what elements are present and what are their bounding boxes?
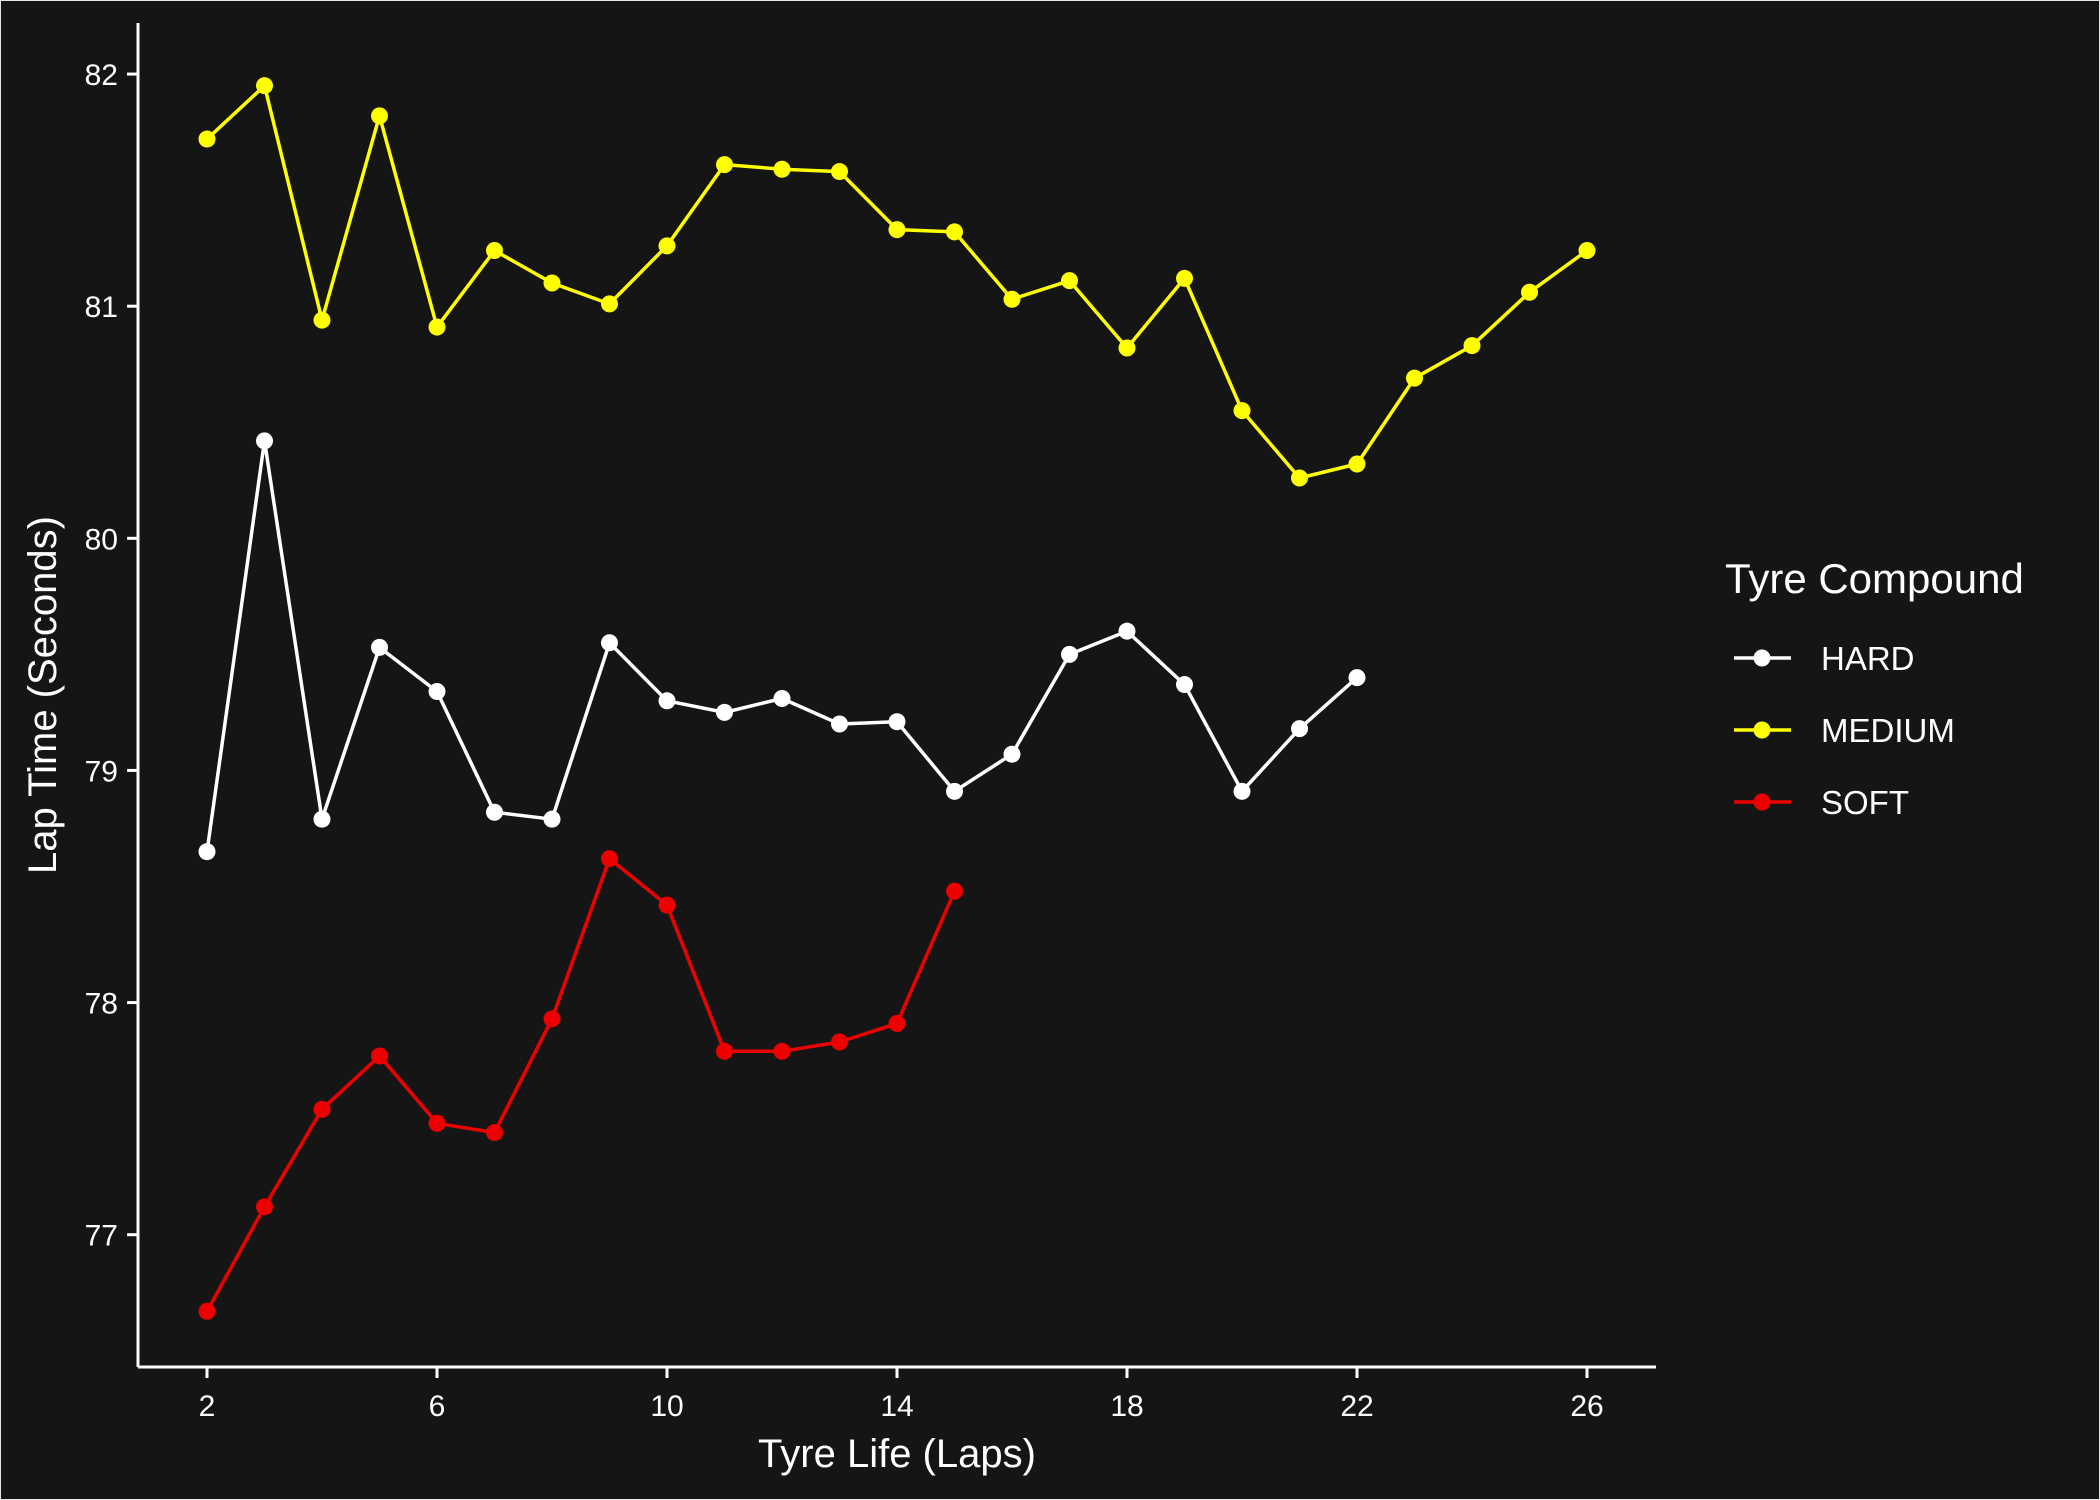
data-point-hard (1291, 720, 1308, 738)
data-point-hard (1003, 745, 1021, 763)
data-point-soft (198, 1302, 216, 1320)
data-point-soft (313, 1100, 331, 1118)
data-point-medium (831, 163, 848, 181)
series-layer (198, 77, 1596, 1320)
data-point-hard (831, 715, 848, 733)
data-point-soft (773, 1042, 791, 1060)
data-point-soft (428, 1114, 446, 1132)
data-point-hard (313, 810, 331, 828)
x-tick-label: 18 (1110, 1390, 1143, 1423)
data-point-medium (658, 237, 676, 255)
data-point-hard (1118, 622, 1136, 640)
x-axis-title: Tyre Life (Laps) (758, 1432, 1036, 1476)
y-tick-label: 78 (85, 988, 118, 1021)
data-point-soft (371, 1047, 388, 1065)
data-point-medium (198, 130, 216, 148)
data-point-hard (428, 683, 446, 701)
data-point-medium (1233, 402, 1251, 420)
data-point-hard (486, 803, 503, 821)
x-tick-label: 14 (880, 1390, 913, 1423)
data-point-soft (946, 882, 963, 900)
data-point-hard (773, 689, 791, 707)
data-point-hard (371, 638, 388, 656)
data-point-hard (1233, 782, 1251, 800)
data-point-soft (716, 1042, 733, 1060)
series-medium (198, 77, 1596, 487)
series-hard (198, 432, 1366, 861)
y-tick-label: 77 (85, 1220, 118, 1253)
x-tick-label: 6 (429, 1390, 446, 1423)
x-tick-label: 10 (650, 1390, 683, 1423)
data-point-medium (888, 221, 906, 239)
data-point-hard (543, 810, 561, 828)
legend-label-hard: HARD (1821, 640, 1915, 677)
data-point-hard (1348, 669, 1366, 687)
data-point-hard (256, 432, 273, 450)
legend-marker-hard (1753, 649, 1771, 667)
data-point-medium (1003, 290, 1021, 308)
data-point-hard (888, 713, 906, 731)
y-tick-label: 81 (85, 291, 118, 324)
series-soft (198, 850, 963, 1320)
data-point-soft (658, 896, 676, 914)
legend-marker-soft (1753, 793, 1771, 811)
data-point-hard (198, 843, 216, 861)
data-point-medium (1521, 283, 1538, 301)
data-point-medium (486, 241, 503, 259)
y-tick-label: 82 (85, 59, 118, 92)
data-point-hard (716, 703, 733, 721)
data-point-hard (1061, 645, 1078, 663)
data-point-hard (946, 782, 963, 800)
data-point-hard (601, 634, 618, 652)
data-point-medium (773, 160, 791, 178)
data-point-soft (486, 1124, 503, 1142)
data-point-medium (428, 318, 446, 336)
legend-marker-medium (1753, 721, 1771, 739)
data-point-hard (658, 692, 676, 710)
y-tick-label: 80 (85, 523, 118, 556)
data-point-medium (1061, 272, 1078, 290)
data-point-medium (371, 107, 388, 125)
series-line-medium (205, 83, 1589, 480)
legend-label-soft: SOFT (1821, 784, 1909, 821)
data-point-medium (543, 274, 561, 292)
legend-title: Tyre Compound (1725, 555, 2024, 602)
data-point-medium (256, 77, 273, 95)
data-point-medium (1348, 455, 1366, 473)
data-point-soft (888, 1014, 906, 1032)
y-axis-title: Lap Time (Seconds) (21, 516, 65, 874)
data-point-soft (543, 1010, 561, 1028)
legend-key-soft (1734, 793, 1791, 811)
data-point-medium (716, 156, 733, 174)
y-tick-label: 79 (85, 755, 118, 788)
data-point-soft (256, 1198, 273, 1216)
legend-key-hard (1734, 649, 1791, 667)
data-point-medium (1291, 469, 1308, 487)
data-point-medium (601, 295, 618, 313)
data-point-hard (1176, 676, 1193, 694)
x-tick-label: 2 (199, 1390, 216, 1423)
data-point-medium (313, 311, 331, 329)
x-tick-label: 26 (1570, 1390, 1603, 1423)
legend-label-medium: MEDIUM (1821, 712, 1955, 749)
data-point-medium (1118, 339, 1136, 357)
series-line-soft (205, 856, 957, 1313)
data-point-medium (1578, 241, 1596, 259)
legend-key-medium (1734, 721, 1791, 739)
data-point-medium (1463, 337, 1481, 355)
data-point-medium (946, 223, 963, 241)
data-point-medium (1176, 269, 1193, 287)
legend: Tyre Compound HARD MEDIUM SOFT (1725, 555, 2024, 821)
data-point-medium (1406, 369, 1423, 387)
data-point-soft (601, 850, 618, 868)
data-point-soft (831, 1033, 848, 1051)
x-tick-label: 22 (1340, 1390, 1373, 1423)
